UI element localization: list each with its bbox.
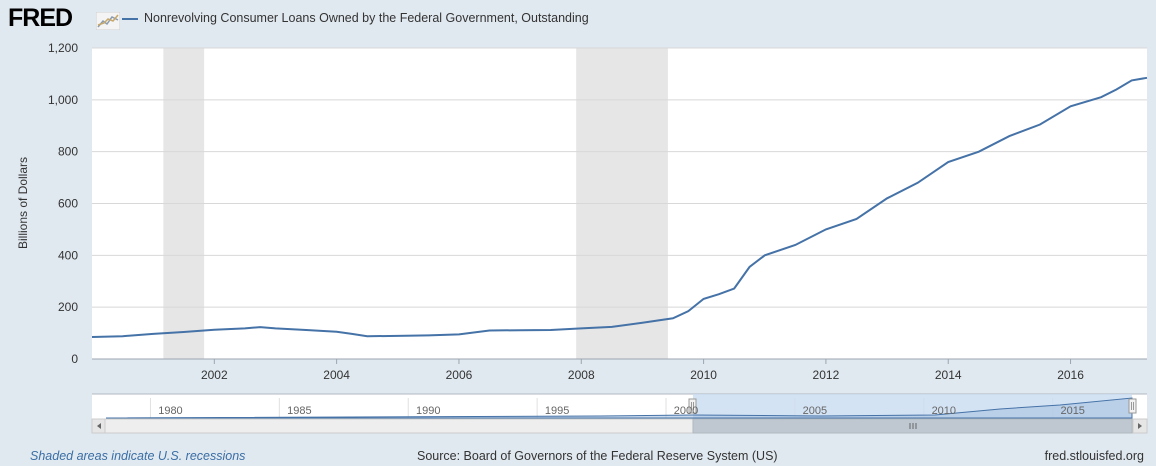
gridlines-group: [92, 47, 1147, 364]
navigator-year-label: 1985: [287, 405, 311, 417]
x-tick-label: 2002: [201, 368, 228, 382]
x-tick-label: 2012: [813, 368, 840, 382]
legend-series-swatch: [122, 17, 138, 20]
y-axis-title: Billions of Dollars: [16, 157, 30, 249]
y-tick-label: 800: [58, 145, 78, 159]
series-line: [91, 76, 1148, 338]
x-tick-label: 2016: [1057, 368, 1084, 382]
navigator-year-label: 2010: [932, 405, 956, 417]
navigator-year-label: 2000: [674, 405, 698, 417]
x-tick-label: 2014: [935, 368, 962, 382]
navigator-year-labels-group: 1980 1985 1990 1995 2000 2005 2010 2015: [158, 405, 1085, 417]
navigator-year-label: 2015: [1060, 405, 1084, 417]
arrow-left-icon: [97, 423, 101, 429]
y-tick-label: 1,000: [48, 93, 78, 107]
fred-logo-text: FRED: [8, 4, 73, 32]
fred-url-link[interactable]: fred.stlouisfed.org: [1044, 449, 1144, 463]
y-tick-label: 400: [58, 248, 78, 262]
y-tick-label: 600: [58, 197, 78, 211]
navigator-handle-right[interactable]: [1128, 398, 1137, 414]
navigator-handle-left[interactable]: [688, 398, 697, 414]
y-tick-label: 0: [71, 352, 78, 366]
recession-note-link[interactable]: Shaded areas indicate U.S. recessions: [30, 449, 246, 463]
legend-series-label: Nonrevolving Consumer Loans Owned by the…: [144, 11, 589, 25]
x-tick-label: 2008: [568, 368, 595, 382]
arrow-right-icon: [1138, 423, 1142, 429]
x-tick-label: 2004: [323, 368, 350, 382]
y-tick-label: 1,200: [48, 41, 78, 55]
y-tick-labels-group: 0 200 400 600 800 1,000 1,200: [48, 41, 78, 366]
chart-trend-icon: [96, 12, 120, 30]
navigator-year-label: 1980: [158, 405, 182, 417]
x-tick-label: 2010: [690, 368, 717, 382]
x-tick-labels-group: 2002 2004 2006 2008 2010 2012 2014 2016: [201, 368, 1084, 382]
navigator-year-label: 1995: [545, 405, 569, 417]
navigator-year-label: 1990: [416, 405, 440, 417]
y-tick-label: 200: [58, 300, 78, 314]
source-text: Source: Board of Governors of the Federa…: [417, 449, 778, 463]
navigator-year-label: 2005: [803, 405, 827, 417]
x-tick-label: 2006: [446, 368, 473, 382]
chart-legend[interactable]: Nonrevolving Consumer Loans Owned by the…: [122, 10, 589, 26]
